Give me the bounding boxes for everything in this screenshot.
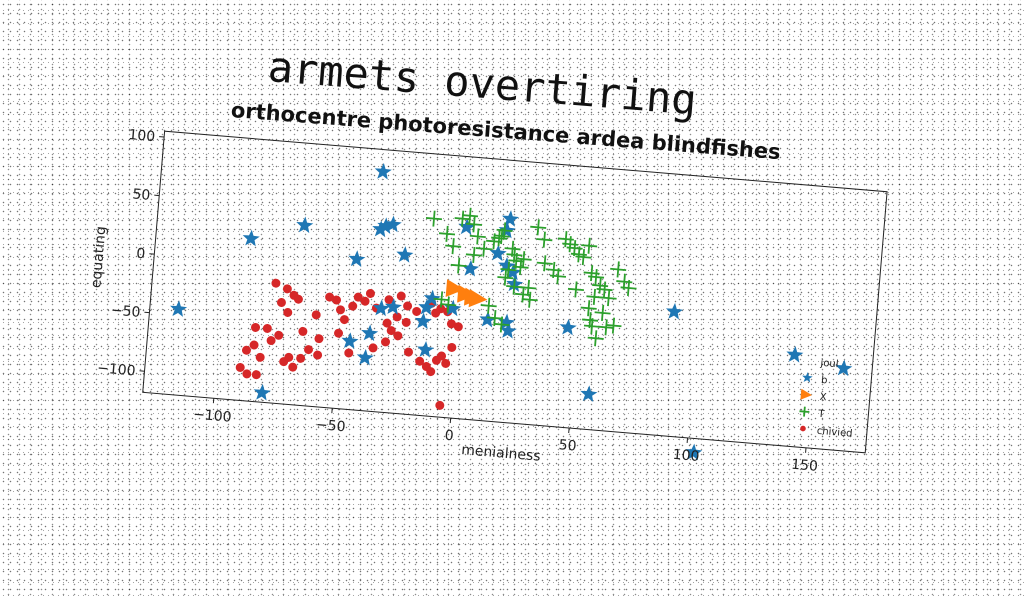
data-point-chivied (396, 291, 406, 301)
data-point-chivied (277, 298, 287, 308)
data-point-b (559, 318, 577, 336)
data-point-chivied (403, 301, 413, 311)
data-point-T (587, 268, 604, 285)
legend-label-X: X (819, 392, 827, 404)
data-point-chivied (298, 327, 308, 337)
data-point-b (461, 259, 479, 277)
data-point-T (506, 278, 523, 295)
data-point-chivied (381, 337, 391, 347)
x-tick-label: 100 (672, 447, 700, 465)
x-tick-label: 0 (444, 428, 454, 445)
legend-label-b: b (821, 375, 828, 386)
data-point-chivied (262, 324, 272, 334)
data-point-T (587, 330, 604, 347)
y-tick-label: 50 (132, 186, 151, 203)
data-point-chivied (251, 323, 261, 333)
legend-title: joul (819, 358, 839, 371)
legend-marker-T (799, 406, 810, 417)
data-point-chivied (401, 318, 411, 328)
data-point-chivied (366, 289, 376, 299)
data-point-T (583, 264, 600, 281)
x-tick-label: 150 (791, 457, 819, 475)
data-point-chivied (344, 348, 354, 358)
data-point-chivied (271, 278, 281, 288)
y-tick-label: −100 (96, 360, 136, 379)
data-point-chivied (412, 307, 422, 317)
data-point-b (501, 209, 520, 227)
x-tick-label: −100 (192, 407, 232, 426)
legend-label-chivied: chivied (816, 426, 853, 440)
data-point-b (360, 324, 378, 342)
data-point-b (253, 383, 271, 401)
data-point-chivied (368, 343, 378, 353)
data-point-T (600, 289, 617, 306)
data-point-chivied (336, 305, 346, 315)
data-point-chivied (296, 353, 306, 363)
data-point-chivied (304, 345, 314, 355)
data-point-chivied (274, 330, 284, 340)
data-point-chivied (311, 310, 321, 320)
data-point-chivied (313, 350, 323, 360)
data-point-chivied (404, 347, 414, 357)
data-point-b (374, 162, 392, 180)
data-point-b (242, 229, 260, 247)
x-tick-label: 50 (558, 437, 577, 454)
data-point-b (489, 244, 508, 262)
data-point-chivied (447, 343, 457, 353)
data-point-chivied (340, 315, 350, 325)
data-point-chivied (249, 340, 259, 350)
data-point-chivied (348, 301, 358, 311)
data-point-T (461, 207, 478, 224)
data-point-b (169, 299, 187, 317)
y-tick-label: 100 (128, 127, 156, 145)
data-point-chivied (242, 345, 252, 355)
data-point-T (567, 281, 584, 298)
data-point-chivied (288, 362, 298, 372)
y-tick-label: 0 (136, 246, 146, 263)
data-point-T (425, 210, 442, 227)
data-point-T (450, 257, 467, 274)
data-point-T (594, 304, 611, 321)
data-point-chivied (266, 336, 276, 346)
data-point-b (348, 250, 366, 268)
y-tick-label: −50 (110, 302, 141, 320)
data-point-chivied (435, 401, 445, 411)
data-point-chivied (251, 370, 261, 380)
data-point-b (786, 345, 804, 363)
data-point-b (396, 245, 414, 263)
data-point-b (416, 340, 434, 358)
data-point-b (341, 332, 359, 350)
legend-marker-b (802, 372, 813, 383)
data-point-b (295, 216, 313, 234)
data-point-chivied (283, 308, 293, 318)
data-point-T (596, 281, 613, 298)
x-tick-label: −50 (315, 417, 346, 435)
legend-marker-X (800, 389, 812, 401)
y-axis-label: equating (88, 226, 109, 289)
data-point-b (665, 302, 683, 320)
legend-label-T: T (817, 409, 826, 421)
x-axis-label: menialness (461, 442, 542, 465)
plot-frame (143, 131, 887, 453)
legend-marker-chivied (800, 426, 806, 432)
data-point-b (579, 385, 597, 403)
data-point-chivied (314, 334, 324, 344)
data-point-chivied (255, 352, 265, 362)
data-point-chivied (334, 328, 344, 338)
